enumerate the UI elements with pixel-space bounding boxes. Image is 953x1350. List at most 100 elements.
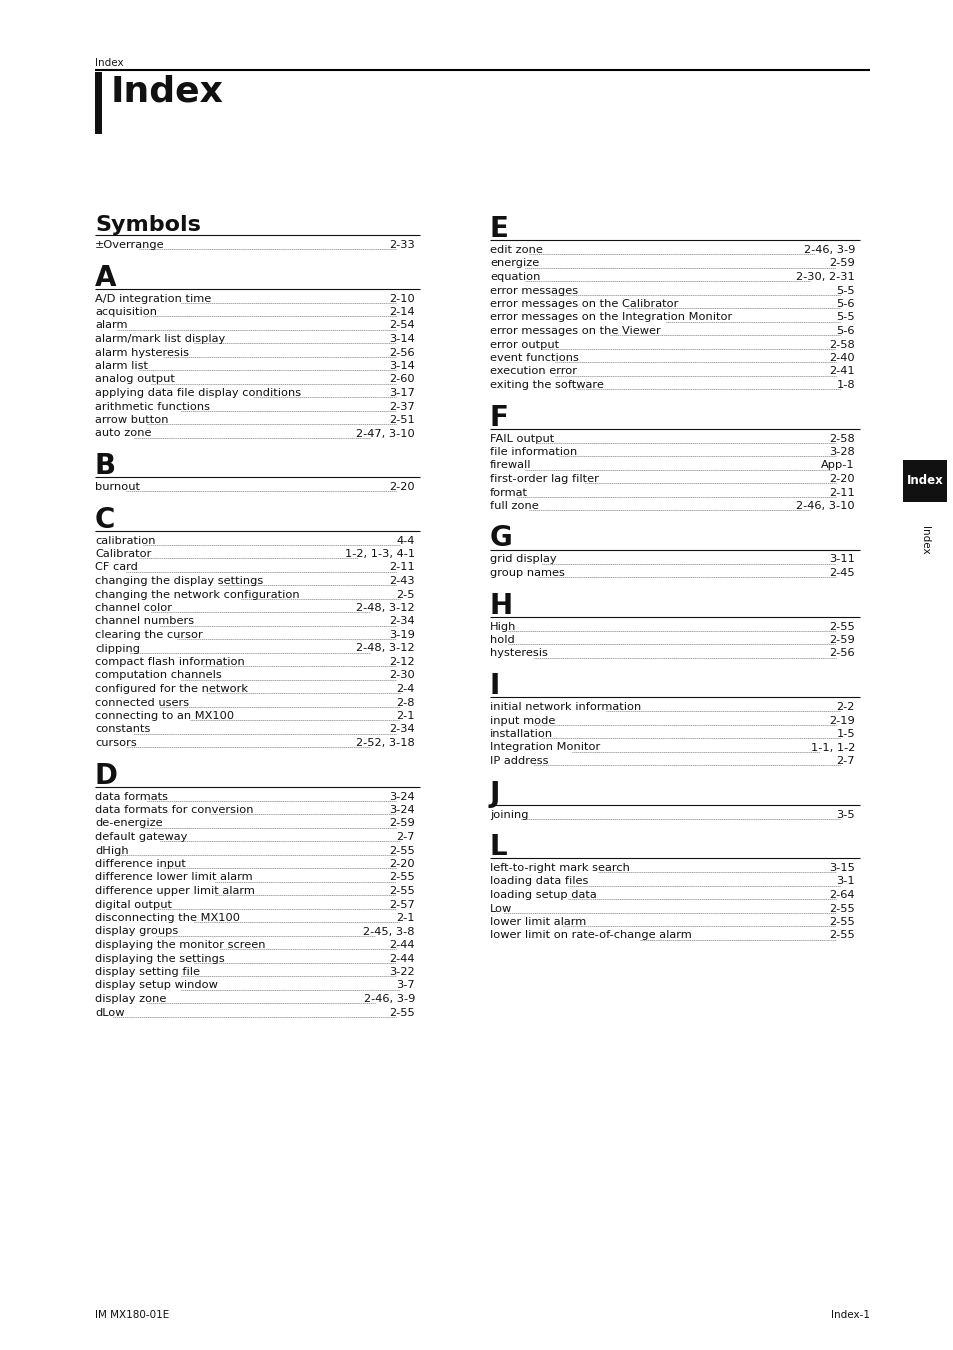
Text: loading data files: loading data files xyxy=(490,876,588,887)
Text: 1-2, 1-3, 4-1: 1-2, 1-3, 4-1 xyxy=(345,549,415,559)
Text: error messages on the Calibrator: error messages on the Calibrator xyxy=(490,298,678,309)
Text: 5-6: 5-6 xyxy=(836,325,854,336)
Text: 2-55: 2-55 xyxy=(828,917,854,927)
Text: 1-8: 1-8 xyxy=(836,379,854,390)
Text: 2-7: 2-7 xyxy=(396,832,415,842)
Text: Index: Index xyxy=(95,58,124,68)
Text: difference lower limit alarm: difference lower limit alarm xyxy=(95,872,253,883)
Text: 1-1, 1-2: 1-1, 1-2 xyxy=(810,743,854,752)
Text: Index: Index xyxy=(111,74,224,108)
Text: 2-54: 2-54 xyxy=(389,320,415,331)
Text: 2-55: 2-55 xyxy=(389,886,415,896)
Text: de-energize: de-energize xyxy=(95,818,162,829)
Text: 2-14: 2-14 xyxy=(389,306,415,317)
Text: 3-14: 3-14 xyxy=(389,360,415,371)
Text: G: G xyxy=(490,525,512,552)
Text: group names: group names xyxy=(490,568,564,578)
Text: 3-24: 3-24 xyxy=(389,791,415,802)
Text: firewall: firewall xyxy=(490,460,531,471)
Text: computation channels: computation channels xyxy=(95,671,221,680)
Text: 2-30: 2-30 xyxy=(389,671,415,680)
Text: lower limit on rate-of-change alarm: lower limit on rate-of-change alarm xyxy=(490,930,691,941)
Text: 5-6: 5-6 xyxy=(836,298,854,309)
Text: changing the network configuration: changing the network configuration xyxy=(95,590,299,599)
Text: D: D xyxy=(95,761,118,790)
Text: 2-46, 3-10: 2-46, 3-10 xyxy=(796,501,854,512)
Text: display zone: display zone xyxy=(95,994,166,1004)
Text: configured for the network: configured for the network xyxy=(95,684,248,694)
Text: Symbols: Symbols xyxy=(95,215,201,235)
Text: edit zone: edit zone xyxy=(490,244,542,255)
Text: 3-14: 3-14 xyxy=(389,333,415,344)
Text: energize: energize xyxy=(490,258,538,269)
Text: alarm list: alarm list xyxy=(95,360,148,371)
Text: 2-44: 2-44 xyxy=(389,953,415,964)
Text: 2-5: 2-5 xyxy=(396,590,415,599)
Text: 2-11: 2-11 xyxy=(389,563,415,572)
Text: applying data file display conditions: applying data file display conditions xyxy=(95,387,301,398)
Text: constants: constants xyxy=(95,725,151,734)
Text: arrow button: arrow button xyxy=(95,414,169,425)
Text: displaying the settings: displaying the settings xyxy=(95,953,225,964)
Text: cursors: cursors xyxy=(95,738,136,748)
Text: 3-24: 3-24 xyxy=(389,805,415,815)
Text: CF card: CF card xyxy=(95,563,138,572)
Text: Index: Index xyxy=(919,525,929,555)
Bar xyxy=(902,460,946,502)
Text: joining: joining xyxy=(490,810,528,819)
Text: 3-28: 3-28 xyxy=(828,447,854,458)
Text: 2-55: 2-55 xyxy=(389,845,415,856)
Text: 4-4: 4-4 xyxy=(396,536,415,545)
Text: 2-1: 2-1 xyxy=(396,913,415,923)
Text: 3-1: 3-1 xyxy=(836,876,854,887)
Text: compact flash information: compact flash information xyxy=(95,657,245,667)
Text: 3-5: 3-5 xyxy=(836,810,854,819)
Text: 2-44: 2-44 xyxy=(389,940,415,950)
Text: format: format xyxy=(490,487,527,498)
Text: initial network information: initial network information xyxy=(490,702,640,711)
Text: arithmetic functions: arithmetic functions xyxy=(95,401,210,412)
Text: alarm/mark list display: alarm/mark list display xyxy=(95,333,225,344)
Text: hold: hold xyxy=(490,634,515,645)
Text: input mode: input mode xyxy=(490,716,555,725)
Text: 2-59: 2-59 xyxy=(828,258,854,269)
Text: ±Overrange: ±Overrange xyxy=(95,240,165,250)
Text: App-1: App-1 xyxy=(821,460,854,471)
Text: 2-51: 2-51 xyxy=(389,414,415,425)
Text: dLow: dLow xyxy=(95,1007,125,1018)
Text: 2-7: 2-7 xyxy=(836,756,854,765)
Text: execution error: execution error xyxy=(490,366,577,377)
Text: 2-46, 3-9: 2-46, 3-9 xyxy=(802,244,854,255)
Text: 2-58: 2-58 xyxy=(828,433,854,444)
Text: difference input: difference input xyxy=(95,859,186,869)
Text: 2-47, 3-10: 2-47, 3-10 xyxy=(355,428,415,439)
Text: dHigh: dHigh xyxy=(95,845,129,856)
Text: IM MX180-01E: IM MX180-01E xyxy=(95,1310,169,1320)
Text: 2-1: 2-1 xyxy=(396,711,415,721)
Text: J: J xyxy=(490,779,500,807)
Text: 2-57: 2-57 xyxy=(389,899,415,910)
Text: loading setup data: loading setup data xyxy=(490,890,597,900)
Text: 2-4: 2-4 xyxy=(396,684,415,694)
Text: calibration: calibration xyxy=(95,536,155,545)
Bar xyxy=(95,72,102,134)
Text: 2-8: 2-8 xyxy=(396,698,415,707)
Text: Index: Index xyxy=(905,474,943,487)
Text: H: H xyxy=(490,591,513,620)
Text: hysteresis: hysteresis xyxy=(490,648,547,659)
Text: auto zone: auto zone xyxy=(95,428,152,439)
Text: 2-20: 2-20 xyxy=(828,474,854,485)
Text: E: E xyxy=(490,215,508,243)
Text: lower limit alarm: lower limit alarm xyxy=(490,917,586,927)
Text: 5-5: 5-5 xyxy=(836,285,854,296)
Text: F: F xyxy=(490,404,508,432)
Text: 2-37: 2-37 xyxy=(389,401,415,412)
Text: acquisition: acquisition xyxy=(95,306,157,317)
Text: error messages on the Integration Monitor: error messages on the Integration Monito… xyxy=(490,312,732,323)
Text: grid display: grid display xyxy=(490,555,556,564)
Text: Integration Monitor: Integration Monitor xyxy=(490,743,599,752)
Text: 2-48, 3-12: 2-48, 3-12 xyxy=(356,603,415,613)
Text: 2-55: 2-55 xyxy=(828,930,854,941)
Text: 2-2: 2-2 xyxy=(836,702,854,711)
Text: 2-52, 3-18: 2-52, 3-18 xyxy=(355,738,415,748)
